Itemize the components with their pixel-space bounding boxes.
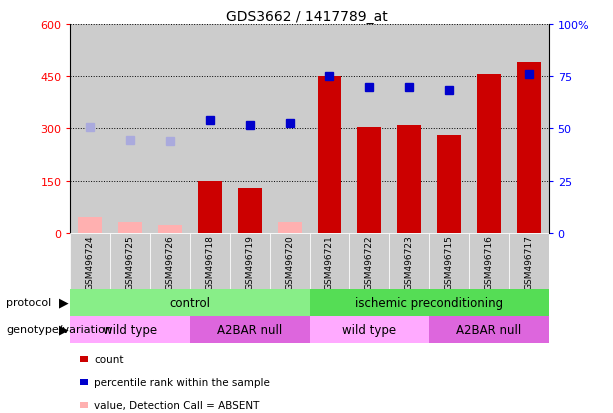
Bar: [357, 127, 381, 233]
Bar: [310, 233, 349, 289]
Bar: [318, 77, 341, 233]
Text: value, Detection Call = ABSENT: value, Detection Call = ABSENT: [94, 400, 260, 410]
Text: control: control: [170, 296, 210, 309]
Bar: [310, 25, 349, 233]
Text: genotype/variation: genotype/variation: [6, 324, 112, 335]
Bar: [70, 25, 110, 233]
Bar: [198, 182, 222, 233]
Bar: [437, 136, 461, 233]
Text: A2BAR null: A2BAR null: [217, 323, 283, 336]
Bar: [469, 233, 509, 289]
Bar: [158, 225, 182, 233]
Text: ▶: ▶: [59, 296, 69, 309]
Text: percentile rank within the sample: percentile rank within the sample: [94, 377, 270, 387]
Text: GSM496719: GSM496719: [245, 235, 254, 290]
Bar: [230, 233, 270, 289]
Text: wild type: wild type: [342, 323, 397, 336]
Bar: [397, 126, 421, 233]
Bar: [429, 25, 469, 233]
Bar: [238, 188, 262, 233]
Bar: [190, 316, 310, 343]
Bar: [110, 25, 150, 233]
Text: count: count: [94, 354, 124, 364]
Bar: [389, 25, 429, 233]
Text: ischemic preconditioning: ischemic preconditioning: [355, 296, 503, 309]
Bar: [190, 233, 230, 289]
Text: GSM496718: GSM496718: [205, 235, 215, 290]
Bar: [509, 233, 549, 289]
Text: GSM496720: GSM496720: [285, 235, 294, 290]
Text: protocol: protocol: [6, 297, 51, 308]
Bar: [477, 75, 501, 233]
Text: GSM496717: GSM496717: [524, 235, 533, 290]
Bar: [389, 233, 429, 289]
Bar: [349, 233, 389, 289]
Bar: [70, 233, 110, 289]
Text: ▶: ▶: [59, 323, 69, 336]
Text: GSM496715: GSM496715: [444, 235, 454, 290]
Bar: [70, 289, 310, 316]
Bar: [78, 218, 102, 233]
Bar: [190, 25, 230, 233]
Bar: [349, 25, 389, 233]
Bar: [150, 25, 190, 233]
Text: wild type: wild type: [103, 323, 158, 336]
Text: GSM496726: GSM496726: [166, 235, 175, 290]
Bar: [230, 25, 270, 233]
Bar: [509, 25, 549, 233]
Bar: [310, 289, 549, 316]
Text: A2BAR null: A2BAR null: [456, 323, 522, 336]
Bar: [517, 63, 541, 233]
Bar: [110, 233, 150, 289]
Bar: [270, 233, 310, 289]
Bar: [429, 316, 549, 343]
Text: GSM496724: GSM496724: [86, 235, 95, 290]
Bar: [118, 222, 142, 233]
Text: GSM496721: GSM496721: [325, 235, 334, 290]
Text: GSM496722: GSM496722: [365, 235, 374, 290]
Text: GSM496723: GSM496723: [405, 235, 414, 290]
Text: GDS3662 / 1417789_at: GDS3662 / 1417789_at: [226, 10, 387, 24]
Bar: [70, 316, 190, 343]
Text: GSM496725: GSM496725: [126, 235, 135, 290]
Text: GSM496716: GSM496716: [484, 235, 493, 290]
Bar: [278, 223, 302, 233]
Bar: [310, 316, 429, 343]
Bar: [150, 233, 190, 289]
Bar: [429, 233, 469, 289]
Bar: [270, 25, 310, 233]
Bar: [469, 25, 509, 233]
